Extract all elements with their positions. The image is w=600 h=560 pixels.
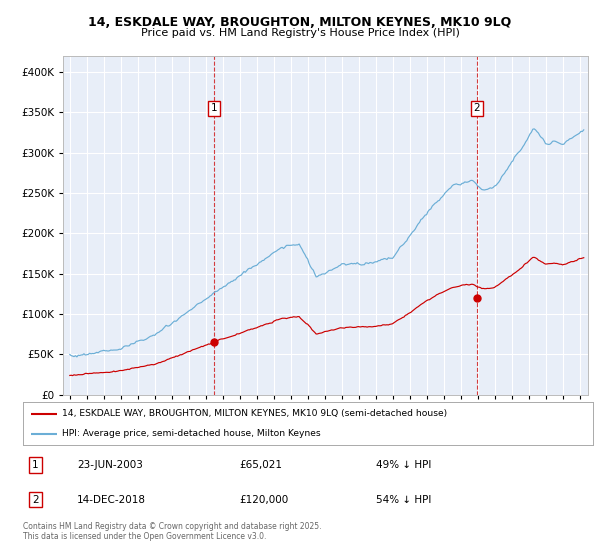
Text: 49% ↓ HPI: 49% ↓ HPI [376,460,431,470]
Text: 14, ESKDALE WAY, BROUGHTON, MILTON KEYNES, MK10 9LQ (semi-detached house): 14, ESKDALE WAY, BROUGHTON, MILTON KEYNE… [62,409,446,418]
Text: £120,000: £120,000 [239,494,289,505]
Text: 23-JUN-2003: 23-JUN-2003 [77,460,143,470]
Text: 1: 1 [211,104,217,114]
Text: 2: 2 [473,104,480,114]
Text: 54% ↓ HPI: 54% ↓ HPI [376,494,431,505]
Text: HPI: Average price, semi-detached house, Milton Keynes: HPI: Average price, semi-detached house,… [62,429,320,438]
Text: 14, ESKDALE WAY, BROUGHTON, MILTON KEYNES, MK10 9LQ: 14, ESKDALE WAY, BROUGHTON, MILTON KEYNE… [88,16,512,29]
Text: Contains HM Land Registry data © Crown copyright and database right 2025.
This d: Contains HM Land Registry data © Crown c… [23,522,322,542]
Text: 2: 2 [32,494,38,505]
Text: Price paid vs. HM Land Registry's House Price Index (HPI): Price paid vs. HM Land Registry's House … [140,28,460,38]
Text: £65,021: £65,021 [239,460,283,470]
Text: 1: 1 [32,460,38,470]
Text: 14-DEC-2018: 14-DEC-2018 [77,494,146,505]
